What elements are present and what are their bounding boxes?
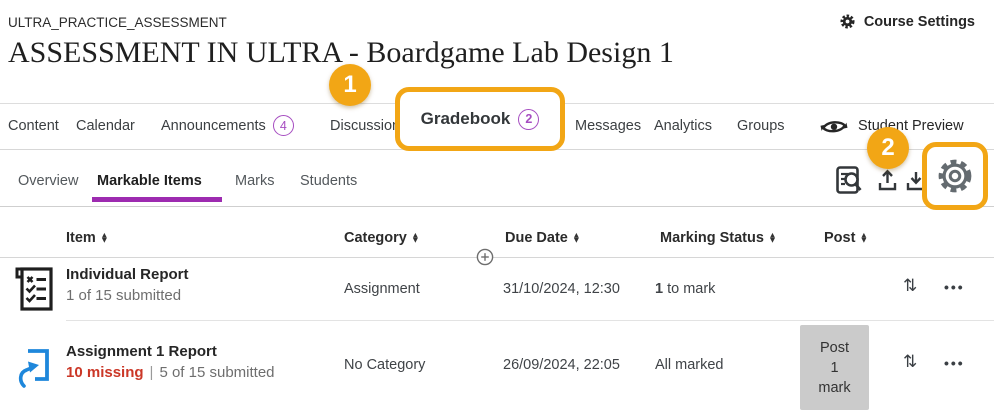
subnav-divider bbox=[0, 206, 994, 207]
tab-analytics[interactable]: Analytics bbox=[654, 112, 712, 139]
assessment-checklist-icon bbox=[13, 265, 55, 313]
tab-label: Analytics bbox=[654, 117, 713, 134]
column-header-category[interactable]: Category ▲ ▼ bbox=[344, 230, 418, 246]
gradebook-settings-icon[interactable] bbox=[936, 157, 974, 195]
post-button-line: mark bbox=[818, 379, 851, 396]
subtab-overview[interactable]: Overview bbox=[18, 173, 79, 189]
search-gradebook-icon[interactable] bbox=[836, 166, 863, 194]
item-marking-status: 1 to mark bbox=[655, 281, 715, 297]
subtab-students[interactable]: Students bbox=[300, 173, 358, 189]
annotation-step-2-circle: 2 bbox=[867, 127, 909, 169]
column-label: Marking Status bbox=[660, 230, 764, 246]
sort-icon: ▲ ▼ bbox=[412, 230, 418, 244]
sort-icon: ▲ ▼ bbox=[573, 230, 579, 244]
annotation-step-1-circle: 1 bbox=[329, 64, 371, 106]
item-due-date: 26/09/2024, 22:05 bbox=[503, 357, 620, 373]
column-header-post[interactable]: Post ▲ ▼ bbox=[824, 230, 866, 246]
item-title[interactable]: Individual Report bbox=[66, 266, 189, 283]
upload-icon[interactable] bbox=[877, 168, 898, 192]
course-settings-button[interactable]: Course Settings bbox=[839, 13, 975, 30]
tab-label: Discussions bbox=[330, 117, 408, 134]
item-marking-status: All marked bbox=[655, 357, 724, 373]
page-title: ASSESSMENT IN ULTRA - Boardgame Lab Desi… bbox=[8, 36, 674, 69]
item-submission-status: 10 missing | 5 of 15 submitted bbox=[66, 364, 275, 381]
student-preview-icon bbox=[818, 114, 850, 138]
tab-calendar[interactable]: Calendar bbox=[76, 112, 135, 139]
add-item-icon[interactable] bbox=[476, 248, 494, 266]
row-divider bbox=[66, 320, 994, 321]
missing-count: 10 missing bbox=[66, 364, 144, 381]
tab-messages[interactable]: Messages bbox=[575, 112, 641, 139]
column-label: Item bbox=[66, 230, 96, 246]
tab-discussions[interactable]: Discussions bbox=[330, 112, 407, 139]
tab-label: Calendar bbox=[76, 117, 135, 134]
post-marks-button[interactable]: Post 1 mark bbox=[800, 325, 869, 410]
post-button-line: Post bbox=[819, 339, 849, 356]
row-options-menu-icon[interactable]: ••• bbox=[944, 279, 965, 295]
row-reorder-icon[interactable]: ⇅ bbox=[903, 352, 918, 372]
post-button-line: 1 bbox=[830, 359, 839, 376]
item-category: Assignment bbox=[344, 281, 420, 297]
subtab-markable-items[interactable]: Markable Items bbox=[97, 173, 202, 189]
column-label: Post bbox=[824, 230, 856, 246]
item-title[interactable]: Assignment 1 Report bbox=[66, 343, 217, 360]
subtab-marks[interactable]: Marks bbox=[235, 173, 275, 189]
column-header-marking-status[interactable]: Marking Status ▲ ▼ bbox=[660, 230, 775, 246]
row-reorder-icon[interactable]: ⇅ bbox=[903, 276, 918, 296]
submitted-count: 5 of 15 submitted bbox=[159, 364, 275, 381]
tab-content[interactable]: Content bbox=[8, 112, 59, 139]
active-tab-underline bbox=[92, 197, 222, 202]
separator: | bbox=[149, 364, 154, 381]
tab-label: Messages bbox=[575, 117, 642, 134]
column-header-item[interactable]: Item ▲ ▼ bbox=[66, 230, 107, 246]
column-label: Due Date bbox=[505, 230, 568, 246]
course-settings-label: Course Settings bbox=[863, 13, 975, 30]
tab-gradebook[interactable]: Gradebook 2 bbox=[420, 108, 540, 130]
sort-icon: ▲ ▼ bbox=[101, 230, 107, 244]
tab-label: Content bbox=[8, 117, 59, 134]
to-mark-label: to mark bbox=[667, 281, 716, 297]
item-submission-status: 1 of 15 submitted bbox=[66, 287, 182, 304]
column-header-due-date[interactable]: Due Date ▲ ▼ bbox=[505, 230, 579, 246]
sort-icon: ▲ ▼ bbox=[861, 230, 867, 244]
sort-icon: ▲ ▼ bbox=[769, 230, 775, 244]
to-mark-count: 1 bbox=[655, 281, 664, 297]
tab-groups[interactable]: Groups bbox=[737, 112, 785, 139]
tab-announcements[interactable]: Announcements 4 bbox=[161, 112, 294, 139]
annotation-highlight-settings bbox=[922, 142, 988, 210]
gear-icon bbox=[839, 13, 856, 30]
announcements-count-badge: 4 bbox=[272, 115, 294, 136]
tab-label: Announcements bbox=[161, 117, 266, 134]
table-header-divider bbox=[0, 257, 994, 258]
gradebook-count-badge: 2 bbox=[518, 108, 540, 130]
item-category: No Category bbox=[344, 357, 426, 373]
tab-label: Groups bbox=[737, 117, 785, 134]
annotation-highlight-gradebook: Gradebook 2 bbox=[395, 87, 565, 151]
column-label: Category bbox=[344, 230, 407, 246]
row-options-menu-icon[interactable]: ••• bbox=[944, 355, 965, 371]
lti-assignment-icon bbox=[18, 346, 50, 388]
breadcrumb[interactable]: ULTRA_PRACTICE_ASSESSMENT bbox=[8, 15, 227, 30]
item-due-date: 31/10/2024, 12:30 bbox=[503, 281, 620, 297]
tab-label: Gradebook bbox=[420, 109, 511, 128]
